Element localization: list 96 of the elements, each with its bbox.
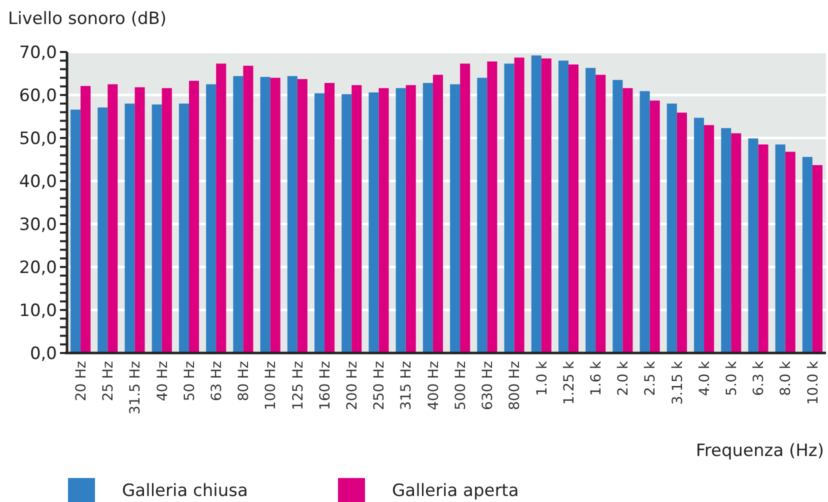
bar xyxy=(586,68,596,353)
legend-label: Galleria chiusa xyxy=(122,480,248,501)
bar xyxy=(432,74,443,353)
bar xyxy=(650,100,660,353)
y-tick-label: 20,0 xyxy=(19,258,57,278)
x-tick-label: 125 Hz xyxy=(290,361,306,410)
x-tick-label: 31.5 Hz xyxy=(128,361,144,414)
y-tick-label: 60,0 xyxy=(19,86,57,106)
bar xyxy=(666,104,677,353)
x-tick-label: 160 Hz xyxy=(317,361,334,410)
x-tick-label: 80 Hz xyxy=(236,361,252,402)
bar xyxy=(108,84,118,353)
bar xyxy=(352,85,362,353)
bar xyxy=(748,138,758,353)
x-tick-label: 630 Hz xyxy=(480,361,496,410)
x-tick-label: 5.0 k xyxy=(724,360,740,396)
bar xyxy=(188,80,200,353)
bar xyxy=(206,84,216,353)
x-tick-label: 4.0 k xyxy=(696,360,713,396)
bar xyxy=(287,76,298,353)
x-tick-label: 500 Hz xyxy=(452,361,469,410)
y-tick-label: 30,0 xyxy=(19,214,57,235)
y-tick-label: 10,0 xyxy=(19,300,57,321)
bar xyxy=(406,85,416,353)
bar xyxy=(450,84,460,353)
bar xyxy=(721,128,732,353)
bar xyxy=(422,82,433,353)
bar xyxy=(802,156,812,353)
x-tick-label: 200 Hz xyxy=(344,361,361,410)
x-tick-label: 100 Hz xyxy=(263,361,280,410)
bar xyxy=(477,78,488,353)
bar xyxy=(704,125,714,353)
bar xyxy=(124,104,135,353)
x-tick-label: 25 Hz xyxy=(100,361,117,402)
bar xyxy=(368,92,379,353)
x-tick-label: 250 Hz xyxy=(372,361,388,410)
bar xyxy=(487,61,498,353)
y-axis-title: Livello sonoro (dB) xyxy=(8,9,167,29)
bar xyxy=(541,58,552,353)
bar xyxy=(378,88,389,353)
bar xyxy=(178,104,189,353)
bar xyxy=(342,94,352,353)
x-tick-label: 8.0 k xyxy=(778,360,794,396)
bar xyxy=(324,82,335,353)
x-tick-label: 800 Hz xyxy=(507,361,524,410)
bar xyxy=(270,78,280,353)
bar xyxy=(216,64,226,353)
bar xyxy=(568,64,579,353)
x-tick-label: 20 Hz xyxy=(73,361,90,402)
bar xyxy=(812,165,822,353)
bar xyxy=(460,64,470,353)
bar xyxy=(233,76,244,353)
bar xyxy=(785,152,796,353)
bar xyxy=(676,112,687,353)
bar xyxy=(134,87,145,353)
bar xyxy=(504,64,514,353)
bar xyxy=(396,88,406,353)
bar xyxy=(775,144,786,353)
bar xyxy=(243,66,254,353)
x-tick-label: 6.3 k xyxy=(751,360,768,396)
x-tick-label: 3.15 k xyxy=(670,360,686,405)
bar xyxy=(558,60,568,353)
y-tick-label: 0,0 xyxy=(30,344,57,364)
bar xyxy=(694,118,704,353)
y-tick-label: 70,0 xyxy=(19,42,57,63)
bar xyxy=(80,86,91,353)
x-tick-label: 40 Hz xyxy=(154,361,171,402)
x-tick-label: 1.6 k xyxy=(588,360,604,396)
x-tick-label: 2.5 k xyxy=(642,360,659,396)
x-tick-label: 315 Hz xyxy=(398,361,415,410)
y-tick-label: 40,0 xyxy=(19,172,57,192)
x-tick-label: 400 Hz xyxy=(426,361,442,410)
bar xyxy=(531,55,542,353)
bar xyxy=(297,79,308,353)
bar xyxy=(70,110,81,353)
x-tick-label: 1.25 k xyxy=(561,360,578,405)
bar xyxy=(612,80,623,353)
bar xyxy=(260,76,270,353)
x-tick-label: 63 Hz xyxy=(208,361,225,402)
legend-label: Galleria aperta xyxy=(392,480,519,501)
bar xyxy=(622,88,633,353)
bar xyxy=(640,91,650,353)
bar xyxy=(162,88,172,353)
bar xyxy=(514,58,524,353)
bar xyxy=(314,93,325,353)
bar xyxy=(152,104,162,353)
x-axis-title: Frequenza (Hz) xyxy=(696,441,824,461)
x-tick-label: 2.0 k xyxy=(616,360,632,396)
bar xyxy=(731,133,742,353)
bar xyxy=(98,107,108,353)
bar xyxy=(758,144,768,353)
bar xyxy=(596,74,606,353)
x-tick-label: 1.0 k xyxy=(534,360,550,396)
x-tick-label: 10.0 k xyxy=(805,360,822,405)
x-tick-label: 50 Hz xyxy=(182,361,198,402)
y-tick-label: 50,0 xyxy=(19,128,57,149)
